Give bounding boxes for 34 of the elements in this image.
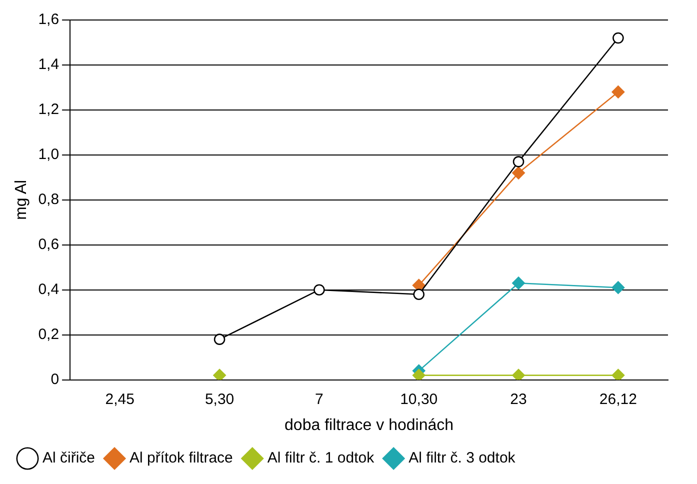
legend-label: Al čiřiče (42, 450, 96, 467)
point (612, 32, 624, 44)
point (512, 276, 526, 290)
point (213, 368, 226, 380)
point (612, 85, 625, 98)
y-tick-label: 0,6 (38, 236, 60, 254)
x-axis-title: doba filtrace v hodinách (284, 416, 454, 434)
point (512, 368, 526, 380)
y-axis-title: mg Al (13, 180, 30, 220)
x-tick-label: 10,30 (400, 390, 438, 408)
legend-label: Al přítok filtrace (130, 450, 233, 467)
x-tick-label: 7 (315, 390, 324, 408)
y-tick-label: 0,4 (38, 280, 60, 298)
y-tick-label: 1,2 (38, 101, 60, 118)
y-tick-label: 1,6 (38, 11, 60, 28)
x-tick-label: 2,45 (105, 390, 134, 408)
point (512, 166, 526, 180)
x-tick-label: 23 (510, 390, 527, 408)
point (214, 334, 226, 345)
point (512, 156, 524, 168)
legend-label: Al filtr č. 1 odtok (267, 450, 375, 467)
y-tick-label: 1,4 (38, 56, 60, 74)
point (612, 368, 625, 380)
point (413, 288, 425, 300)
point (314, 284, 325, 296)
x-tick-label: 5,30 (204, 390, 234, 408)
y-tick-label: 0 (50, 370, 60, 388)
point (412, 368, 426, 380)
y-tick-label: 0,8 (38, 191, 60, 208)
y-tick-label: 1,0 (38, 146, 60, 164)
y-tick-label: 0,2 (38, 326, 60, 343)
point (612, 281, 625, 294)
x-tick-label: 26,12 (599, 390, 637, 408)
legend-label: Al filtr č. 3 odtok (408, 450, 516, 467)
